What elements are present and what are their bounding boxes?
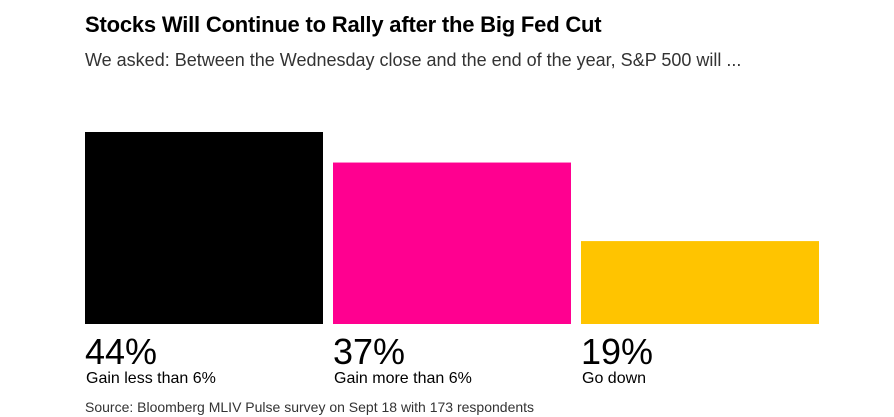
source-note: Source: Bloomberg MLIV Pulse survey on S… <box>85 399 535 415</box>
bar-value-label-3: 19% <box>581 331 653 372</box>
chart-subtitle: We asked: Between the Wednesday close an… <box>85 50 742 70</box>
bar-3 <box>581 241 819 324</box>
bar-2 <box>333 162 571 324</box>
bar-1 <box>85 132 323 324</box>
category-label-3: Go down <box>582 370 646 387</box>
category-label-1: Gain less than 6% <box>86 370 216 387</box>
category-label-2: Gain more than 6% <box>334 370 472 387</box>
chart-title: Stocks Will Continue to Rally after the … <box>85 12 602 37</box>
bar-value-label-2: 37% <box>333 331 405 372</box>
bar-value-label-1: 44% <box>85 331 157 372</box>
